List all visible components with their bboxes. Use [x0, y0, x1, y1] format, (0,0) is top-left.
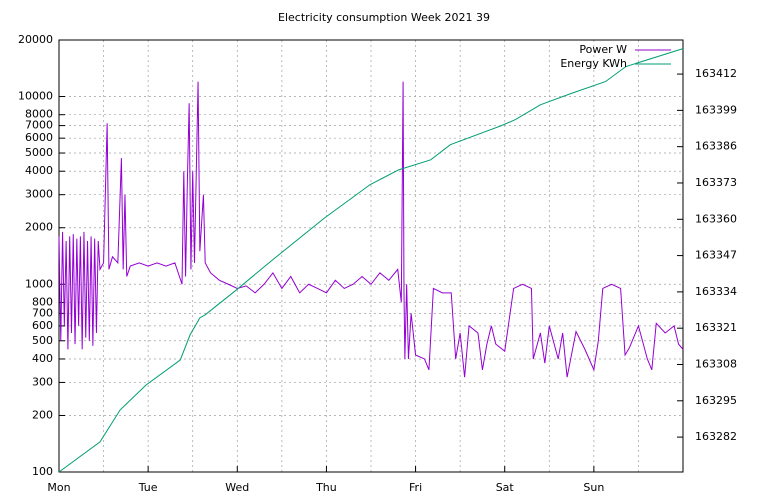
x-tick-label: Mon [47, 481, 70, 494]
y-tick-label: 2000 [25, 221, 53, 234]
legend-label: Energy KWh [560, 57, 627, 70]
y2-tick-label: 163373 [695, 176, 737, 189]
y2-tick-label: 163321 [695, 321, 737, 334]
y2-tick-label: 163282 [695, 430, 737, 443]
y-tick-label: 4000 [25, 164, 53, 177]
legend-label: Power W [579, 43, 627, 56]
y-tick-label: 7000 [25, 119, 53, 132]
y-tick-label: 800 [32, 295, 53, 308]
y2-tick-label: 163399 [695, 103, 737, 116]
y-tick-label: 1000 [25, 277, 53, 290]
y-tick-label: 6000 [25, 131, 53, 144]
x-tick-label: Sat [496, 481, 515, 494]
y-tick-label: 8000 [25, 108, 53, 121]
y2-tick-label: 163308 [695, 357, 737, 370]
x-tick-label: Thu [315, 481, 337, 494]
y-tick-label: 100 [32, 465, 53, 478]
y-tick-label: 200 [32, 408, 53, 421]
x-tick-label: Tue [138, 481, 158, 494]
y-tick-label: 300 [32, 375, 53, 388]
x-tick-label: Fri [409, 481, 422, 494]
y2-tick-label: 163386 [695, 140, 737, 153]
y2-tick-label: 163347 [695, 249, 737, 262]
y2-tick-label: 163334 [695, 285, 737, 298]
y2-tick-label: 163360 [695, 212, 737, 225]
x-tick-label: Sun [583, 481, 604, 494]
x-tick-label: Wed [225, 481, 249, 494]
y2-tick-label: 163412 [695, 67, 737, 80]
y-tick-label: 3000 [25, 188, 53, 201]
y-tick-label: 700 [32, 306, 53, 319]
chart-title: Electricity consumption Week 2021 39 [278, 11, 490, 24]
y-tick-label: 600 [32, 319, 53, 332]
y2-tick-label: 163295 [695, 394, 737, 407]
y-tick-label: 10000 [18, 90, 53, 103]
y-tick-label: 20000 [18, 33, 53, 46]
y-tick-label: 5000 [25, 146, 53, 159]
series-line [58, 81, 684, 378]
series-line [58, 48, 684, 473]
y-tick-label: 400 [32, 352, 53, 365]
y-tick-label: 500 [32, 334, 53, 347]
